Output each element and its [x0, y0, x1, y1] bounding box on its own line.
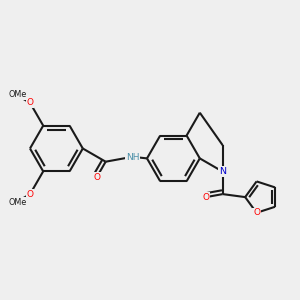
Text: N: N [219, 167, 226, 176]
Text: O: O [26, 190, 34, 199]
Text: NH: NH [126, 153, 140, 162]
Text: O: O [253, 208, 260, 217]
Text: OMe: OMe [9, 198, 27, 207]
Text: O: O [26, 98, 34, 107]
Text: O: O [93, 173, 100, 182]
Text: OMe: OMe [9, 90, 27, 99]
Text: O: O [203, 193, 210, 202]
